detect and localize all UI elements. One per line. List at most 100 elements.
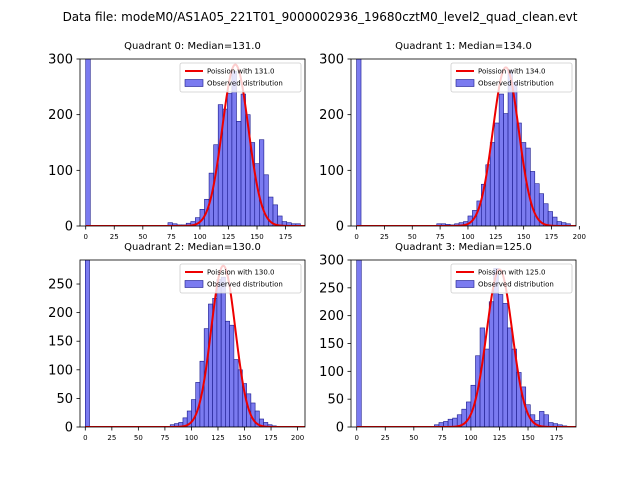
y-tick-label: 100 <box>319 164 344 179</box>
poisson-curve <box>356 66 576 226</box>
histogram-bar <box>85 260 90 427</box>
x-tick-label: 200 <box>291 434 304 442</box>
plot-area <box>356 260 576 427</box>
x-tick-label: 100 <box>193 233 206 241</box>
axes-frame <box>350 58 577 227</box>
histogram-bar <box>240 93 246 226</box>
histogram-bar <box>502 303 508 427</box>
panel-3: Quadrant 3: Median=125.00501001502002503… <box>319 242 577 442</box>
y-tick-label: 200 <box>319 309 344 324</box>
x-tick-label: 150 <box>517 233 530 241</box>
panel-1: Quadrant 1: Median=134.0 0 100 200 300 0 25 50 7… <box>319 41 586 241</box>
histogram-bar <box>552 216 558 226</box>
histogram-bar <box>498 294 504 427</box>
x-tick-label: 75 <box>436 233 445 241</box>
y-tick-label: 200 <box>48 108 73 123</box>
x-tick-label: 25 <box>110 233 119 241</box>
legend-entry-observed: Observed distribution <box>478 80 554 88</box>
histogram-bar <box>259 139 265 226</box>
x-tick-label: 0 <box>83 233 87 241</box>
histogram-bar <box>543 414 549 427</box>
y-tick-label: 100 <box>48 363 73 378</box>
y-tick-label: 250 <box>48 278 73 293</box>
x-tick-label: 125 <box>211 434 224 442</box>
histogram-bar <box>507 327 513 427</box>
x-tick-label: 175 <box>550 434 563 442</box>
histogram-bar <box>547 211 553 226</box>
plot-area <box>356 59 576 226</box>
legend-bar-swatch <box>455 79 475 87</box>
y-tick-label: 0 <box>65 220 73 235</box>
panel-title: Quadrant 3: Median=125.0 <box>395 242 532 253</box>
x-tick-label: 25 <box>381 434 390 442</box>
histogram-bar <box>356 260 362 427</box>
x-tick-label: 25 <box>380 233 389 241</box>
x-tick-label: 0 <box>354 434 358 442</box>
x-tick-label: 150 <box>521 434 534 442</box>
x-tick-label: 75 <box>438 434 447 442</box>
x-tick-label: 175 <box>264 434 277 442</box>
legend-entry-poisson: Poission with 125.0 <box>478 269 546 277</box>
histogram-bar <box>498 93 504 226</box>
y-tick-label: 0 <box>336 220 344 235</box>
legend-box <box>179 263 302 294</box>
x-tick-label: 75 <box>160 434 169 442</box>
legend-bar-swatch <box>184 280 204 288</box>
y-tick-label: 250 <box>319 281 344 296</box>
y-tick-label: 150 <box>48 335 73 350</box>
axes-frame <box>79 259 306 428</box>
figure-title: Data file: modeM0/AS1A05_221T01_90000029… <box>63 10 578 24</box>
histogram-bar <box>236 121 242 226</box>
plot-area <box>85 260 305 427</box>
histogram-bar <box>227 93 233 226</box>
panel-title: Quadrant 1: Median=134.0 <box>395 41 532 52</box>
histogram-bar <box>507 69 513 226</box>
legend: Poission with 125.0 Observed distribution <box>450 263 573 294</box>
histogram-bar <box>494 122 500 226</box>
x-tick-label: 175 <box>545 233 558 241</box>
x-tick-label: 200 <box>573 233 586 241</box>
legend-bar-swatch <box>184 79 204 87</box>
x-tick-label: 125 <box>489 233 502 241</box>
legend-entry-observed: Observed distribution <box>207 80 283 88</box>
x-tick-label: 0 <box>83 434 87 442</box>
x-tick-label: 150 <box>250 233 263 241</box>
legend: Poission with 131.0 Observed distribution <box>179 62 302 93</box>
histogram-bar <box>543 203 549 226</box>
y-tick-label: 300 <box>319 254 344 269</box>
x-tick-label: 125 <box>222 233 235 241</box>
y-tick-label: 300 <box>319 53 344 68</box>
x-tick-label: 125 <box>493 434 506 442</box>
x-tick-label: 25 <box>107 434 116 442</box>
histogram-bar <box>488 301 495 427</box>
histogram-bar <box>225 320 230 427</box>
x-tick-label: 50 <box>138 233 147 241</box>
x-tick-label: 75 <box>167 233 176 241</box>
y-tick-label: 200 <box>319 108 344 123</box>
legend-entry-poisson: Poission with 130.0 <box>207 269 275 277</box>
x-tick-label: 100 <box>185 434 198 442</box>
panels: Quadrant 0: Median=131.0 0 100 200 300 0 25 50 7… <box>48 41 586 442</box>
legend-box <box>179 62 302 93</box>
y-tick-label: 100 <box>48 164 73 179</box>
y-tick-label: 200 <box>48 306 73 321</box>
legend-box <box>450 263 573 294</box>
x-tick-label: 100 <box>461 233 474 241</box>
x-tick-label: 50 <box>408 233 417 241</box>
histogram-bar <box>231 70 237 226</box>
poisson-curve <box>356 268 576 427</box>
x-tick-label: 100 <box>464 434 477 442</box>
panel-0: Quadrant 0: Median=131.0 0 100 200 300 0 25 50 7… <box>48 41 306 241</box>
y-tick-label: 300 <box>48 53 73 68</box>
panel-2: Quadrant 2: Median=130.0 0 50 100 150 200 250 0… <box>48 242 306 442</box>
histogram-bar <box>85 59 91 226</box>
histogram-bar <box>484 348 490 427</box>
histogram-bar <box>216 279 222 427</box>
plot-area <box>85 59 305 226</box>
axes-frame <box>79 58 306 227</box>
panel-title: Quadrant 0: Median=131.0 <box>124 41 261 52</box>
histogram-bar <box>489 142 495 226</box>
poisson-curve <box>85 63 305 226</box>
x-tick-label: 50 <box>134 434 143 442</box>
